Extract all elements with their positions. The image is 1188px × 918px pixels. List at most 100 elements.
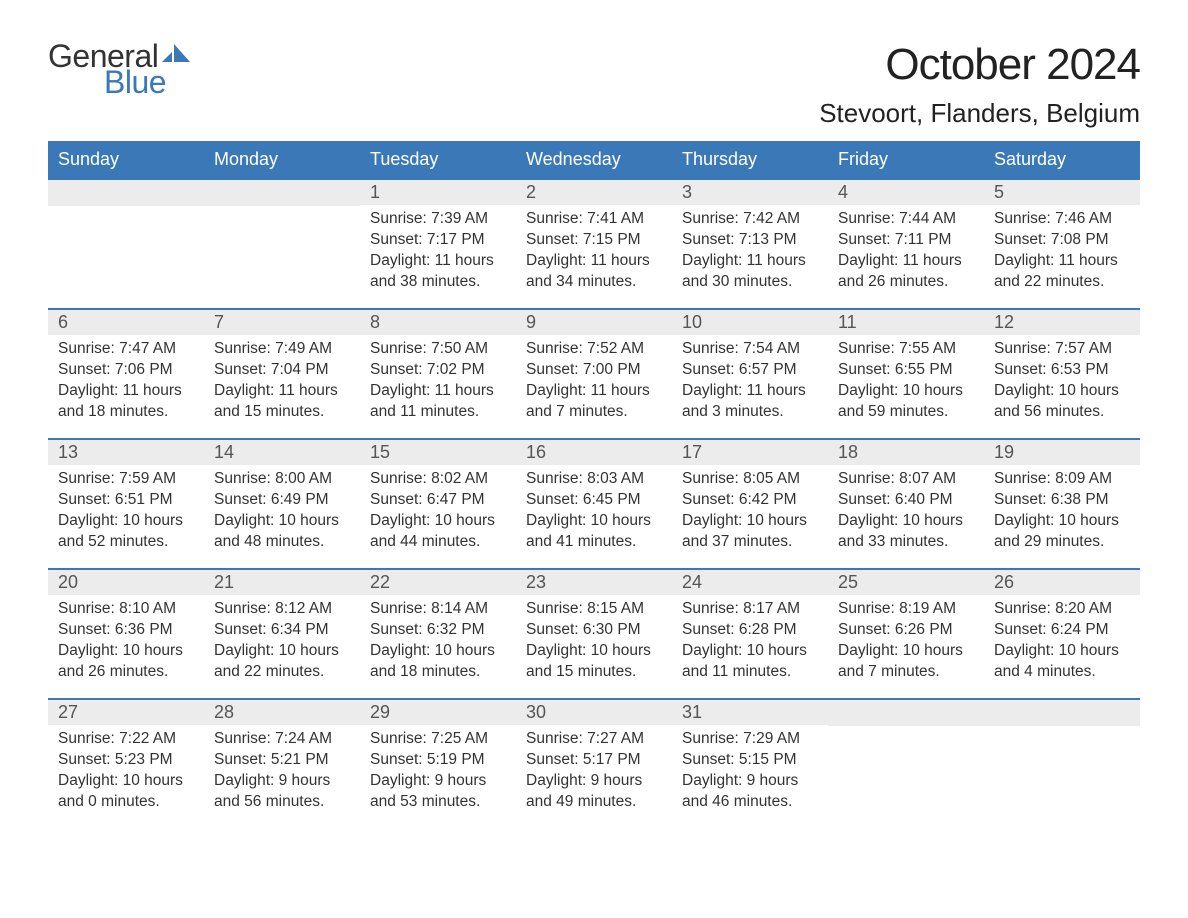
sunrise-line: Sunrise: 7:49 AM <box>214 339 350 360</box>
sunrise-line: Sunrise: 8:19 AM <box>838 599 974 620</box>
sunset-line: Sunset: 7:13 PM <box>682 230 818 251</box>
sunrise-line: Sunrise: 7:24 AM <box>214 729 350 750</box>
day-number: 22 <box>360 570 516 595</box>
day-cell: 1Sunrise: 7:39 AMSunset: 7:17 PMDaylight… <box>360 180 516 308</box>
day-number: 4 <box>828 180 984 205</box>
day-number-empty <box>48 180 204 206</box>
day-body: Sunrise: 7:52 AMSunset: 7:00 PMDaylight:… <box>516 335 672 433</box>
day-cell <box>48 180 204 308</box>
day-number: 6 <box>48 310 204 335</box>
sunset-line: Sunset: 6:40 PM <box>838 490 974 511</box>
day-body: Sunrise: 8:17 AMSunset: 6:28 PMDaylight:… <box>672 595 828 693</box>
daylight-line: Daylight: 9 hours and 56 minutes. <box>214 771 350 813</box>
sunrise-line: Sunrise: 7:29 AM <box>682 729 818 750</box>
day-cell: 2Sunrise: 7:41 AMSunset: 7:15 PMDaylight… <box>516 180 672 308</box>
sunrise-line: Sunrise: 8:14 AM <box>370 599 506 620</box>
daylight-line: Daylight: 9 hours and 49 minutes. <box>526 771 662 813</box>
daylight-line: Daylight: 10 hours and 29 minutes. <box>994 511 1130 553</box>
day-number: 23 <box>516 570 672 595</box>
day-number: 2 <box>516 180 672 205</box>
day-cell: 7Sunrise: 7:49 AMSunset: 7:04 PMDaylight… <box>204 310 360 438</box>
sunset-line: Sunset: 7:11 PM <box>838 230 974 251</box>
day-body: Sunrise: 7:25 AMSunset: 5:19 PMDaylight:… <box>360 725 516 823</box>
daylight-line: Daylight: 10 hours and 48 minutes. <box>214 511 350 553</box>
day-body: Sunrise: 7:44 AMSunset: 7:11 PMDaylight:… <box>828 205 984 303</box>
day-cell: 31Sunrise: 7:29 AMSunset: 5:15 PMDayligh… <box>672 700 828 828</box>
week-row: 1Sunrise: 7:39 AMSunset: 7:17 PMDaylight… <box>48 178 1140 308</box>
sunrise-line: Sunrise: 7:55 AM <box>838 339 974 360</box>
day-cell: 11Sunrise: 7:55 AMSunset: 6:55 PMDayligh… <box>828 310 984 438</box>
daylight-line: Daylight: 11 hours and 30 minutes. <box>682 251 818 293</box>
day-cell: 13Sunrise: 7:59 AMSunset: 6:51 PMDayligh… <box>48 440 204 568</box>
day-number: 15 <box>360 440 516 465</box>
sunrise-line: Sunrise: 8:17 AM <box>682 599 818 620</box>
day-body: Sunrise: 8:09 AMSunset: 6:38 PMDaylight:… <box>984 465 1140 563</box>
day-cell: 28Sunrise: 7:24 AMSunset: 5:21 PMDayligh… <box>204 700 360 828</box>
day-body: Sunrise: 8:14 AMSunset: 6:32 PMDaylight:… <box>360 595 516 693</box>
day-body: Sunrise: 7:57 AMSunset: 6:53 PMDaylight:… <box>984 335 1140 433</box>
day-number: 3 <box>672 180 828 205</box>
dow-cell: Tuesday <box>360 141 516 178</box>
day-cell: 22Sunrise: 8:14 AMSunset: 6:32 PMDayligh… <box>360 570 516 698</box>
day-cell: 17Sunrise: 8:05 AMSunset: 6:42 PMDayligh… <box>672 440 828 568</box>
sunrise-line: Sunrise: 8:03 AM <box>526 469 662 490</box>
dow-cell: Saturday <box>984 141 1140 178</box>
daylight-line: Daylight: 10 hours and 33 minutes. <box>838 511 974 553</box>
day-number: 13 <box>48 440 204 465</box>
week-row: 20Sunrise: 8:10 AMSunset: 6:36 PMDayligh… <box>48 568 1140 698</box>
day-cell: 4Sunrise: 7:44 AMSunset: 7:11 PMDaylight… <box>828 180 984 308</box>
day-number: 9 <box>516 310 672 335</box>
day-number: 21 <box>204 570 360 595</box>
day-cell: 18Sunrise: 8:07 AMSunset: 6:40 PMDayligh… <box>828 440 984 568</box>
day-body: Sunrise: 8:05 AMSunset: 6:42 PMDaylight:… <box>672 465 828 563</box>
week-row: 6Sunrise: 7:47 AMSunset: 7:06 PMDaylight… <box>48 308 1140 438</box>
daylight-line: Daylight: 11 hours and 11 minutes. <box>370 381 506 423</box>
daylight-line: Daylight: 10 hours and 7 minutes. <box>838 641 974 683</box>
sunset-line: Sunset: 6:24 PM <box>994 620 1130 641</box>
day-number: 19 <box>984 440 1140 465</box>
dow-cell: Sunday <box>48 141 204 178</box>
day-cell: 16Sunrise: 8:03 AMSunset: 6:45 PMDayligh… <box>516 440 672 568</box>
location-subtitle: Stevoort, Flanders, Belgium <box>819 98 1140 129</box>
day-cell: 10Sunrise: 7:54 AMSunset: 6:57 PMDayligh… <box>672 310 828 438</box>
sunset-line: Sunset: 5:23 PM <box>58 750 194 771</box>
day-body: Sunrise: 7:27 AMSunset: 5:17 PMDaylight:… <box>516 725 672 823</box>
sunset-line: Sunset: 6:57 PM <box>682 360 818 381</box>
sunrise-line: Sunrise: 7:54 AM <box>682 339 818 360</box>
day-number: 17 <box>672 440 828 465</box>
day-cell: 24Sunrise: 8:17 AMSunset: 6:28 PMDayligh… <box>672 570 828 698</box>
sunrise-line: Sunrise: 7:47 AM <box>58 339 194 360</box>
daylight-line: Daylight: 11 hours and 15 minutes. <box>214 381 350 423</box>
dow-cell: Wednesday <box>516 141 672 178</box>
sunrise-line: Sunrise: 7:42 AM <box>682 209 818 230</box>
day-body: Sunrise: 7:46 AMSunset: 7:08 PMDaylight:… <box>984 205 1140 303</box>
sunset-line: Sunset: 6:55 PM <box>838 360 974 381</box>
day-cell: 6Sunrise: 7:47 AMSunset: 7:06 PMDaylight… <box>48 310 204 438</box>
day-number: 30 <box>516 700 672 725</box>
daylight-line: Daylight: 10 hours and 44 minutes. <box>370 511 506 553</box>
day-cell: 19Sunrise: 8:09 AMSunset: 6:38 PMDayligh… <box>984 440 1140 568</box>
day-number: 26 <box>984 570 1140 595</box>
daylight-line: Daylight: 11 hours and 34 minutes. <box>526 251 662 293</box>
sunrise-line: Sunrise: 8:02 AM <box>370 469 506 490</box>
calendar: SundayMondayTuesdayWednesdayThursdayFrid… <box>48 141 1140 828</box>
sunrise-line: Sunrise: 7:25 AM <box>370 729 506 750</box>
title-block: October 2024 Stevoort, Flanders, Belgium <box>819 40 1140 129</box>
dow-cell: Thursday <box>672 141 828 178</box>
week-row: 13Sunrise: 7:59 AMSunset: 6:51 PMDayligh… <box>48 438 1140 568</box>
sunrise-line: Sunrise: 7:59 AM <box>58 469 194 490</box>
daylight-line: Daylight: 10 hours and 59 minutes. <box>838 381 974 423</box>
day-number: 20 <box>48 570 204 595</box>
day-number-empty <box>828 700 984 726</box>
day-cell: 30Sunrise: 7:27 AMSunset: 5:17 PMDayligh… <box>516 700 672 828</box>
sunrise-line: Sunrise: 7:46 AM <box>994 209 1130 230</box>
day-cell: 25Sunrise: 8:19 AMSunset: 6:26 PMDayligh… <box>828 570 984 698</box>
sunrise-line: Sunrise: 8:12 AM <box>214 599 350 620</box>
sunset-line: Sunset: 6:32 PM <box>370 620 506 641</box>
daylight-line: Daylight: 11 hours and 38 minutes. <box>370 251 506 293</box>
sunset-line: Sunset: 5:21 PM <box>214 750 350 771</box>
day-number: 16 <box>516 440 672 465</box>
sunrise-line: Sunrise: 7:39 AM <box>370 209 506 230</box>
sunset-line: Sunset: 7:04 PM <box>214 360 350 381</box>
daylight-line: Daylight: 11 hours and 3 minutes. <box>682 381 818 423</box>
